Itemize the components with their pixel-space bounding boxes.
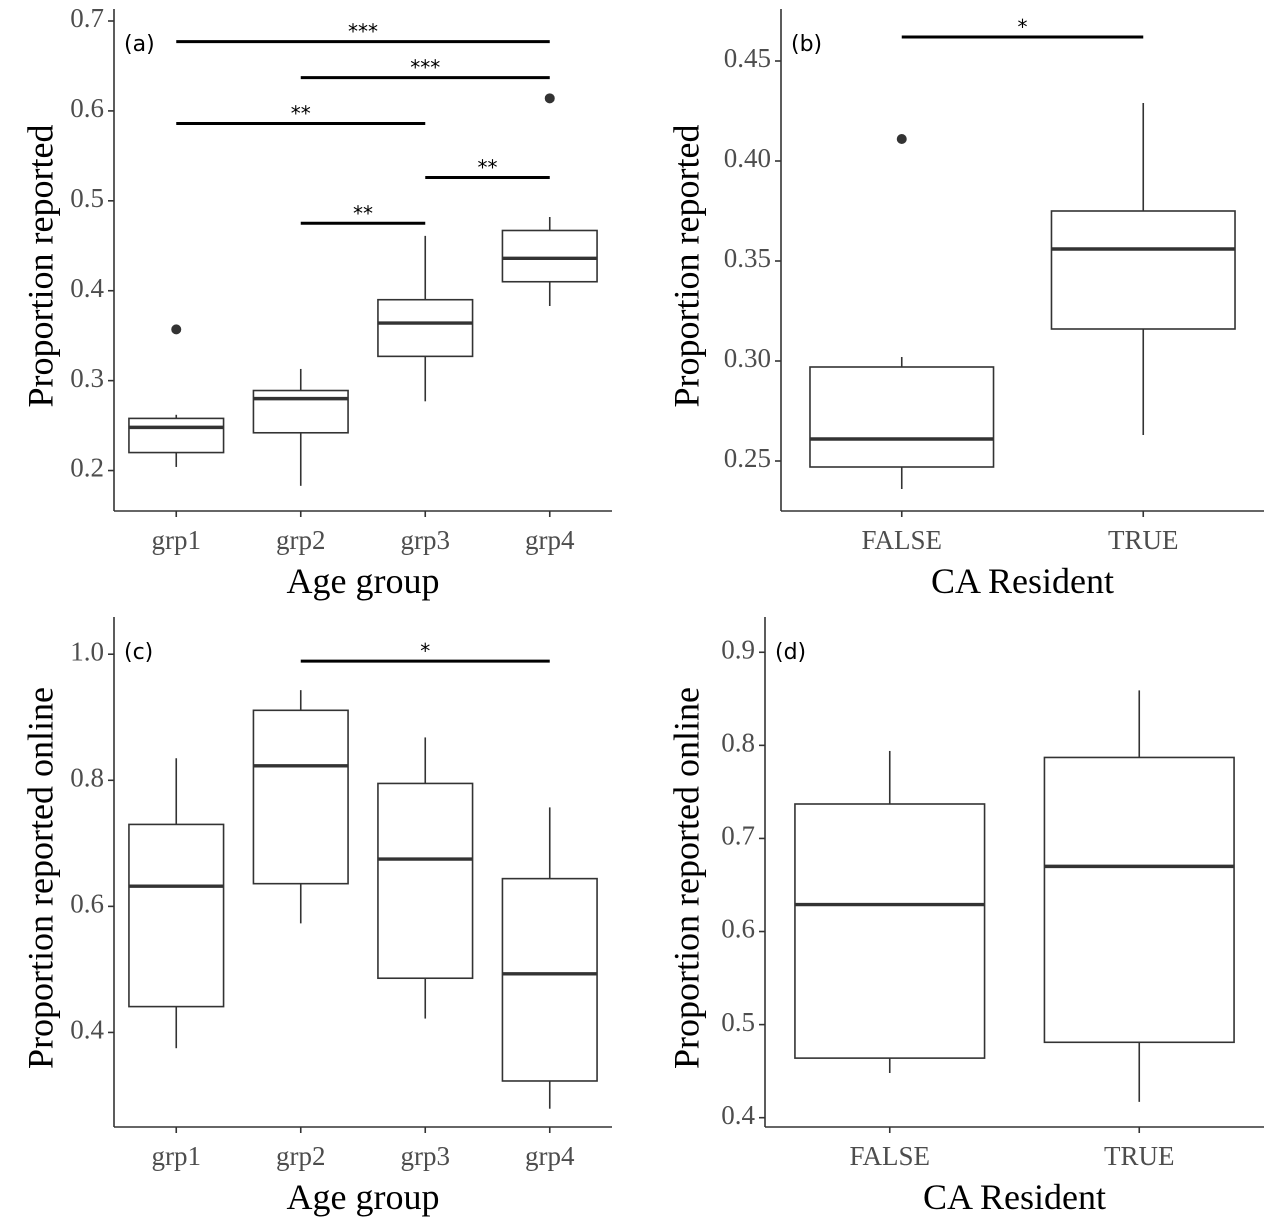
y-axis-title: Proportion reported xyxy=(666,125,706,408)
y-tick-label: 0.6 xyxy=(721,914,755,944)
x-tick-label: grp3 xyxy=(401,525,451,555)
y-tick-label: 0.4 xyxy=(70,273,104,303)
outlier-point xyxy=(544,93,555,104)
panel-d: 0.4 0.5 0.6 0.7 0.8 0.9 FALSE TRUE CA Resident Pr… xyxy=(666,617,1264,1217)
x-tick-label: grp1 xyxy=(152,1141,202,1171)
y-tick-label: 0.4 xyxy=(70,1015,104,1045)
x-tick-label: grp4 xyxy=(525,525,575,555)
x-tick-label: grp4 xyxy=(525,1141,575,1171)
box-grp2 xyxy=(252,709,349,885)
x-axis-title: Age group xyxy=(287,1177,440,1217)
significance-label: ** xyxy=(478,155,498,179)
y-axis-title: Proportion reported xyxy=(20,125,60,408)
box-FALSE xyxy=(809,366,995,468)
y-tick-label: 0.35 xyxy=(724,243,771,273)
panel-c: 0.4 0.6 0.8 1.0 grp1 grp2 grp3 grp4 Age group Pro… xyxy=(20,617,612,1217)
x-axis-title: CA Resident xyxy=(931,561,1114,601)
panel-a: 0.2 0.3 0.4 0.5 0.6 0.7 grp1 grp2 grp3 grp4 Age gr… xyxy=(20,3,612,601)
x-tick-label: TRUE xyxy=(1104,1141,1175,1171)
x-tick-label: TRUE xyxy=(1108,525,1179,555)
x-tick-label: grp3 xyxy=(401,1141,451,1171)
significance-label: *** xyxy=(410,56,440,80)
outlier-point xyxy=(896,134,907,144)
panel-label: (a) xyxy=(124,32,155,57)
box-grp2 xyxy=(252,389,349,434)
significance-label: ** xyxy=(353,201,373,225)
y-tick-label: 0.8 xyxy=(70,762,104,792)
y-tick-label: 0.25 xyxy=(724,443,771,473)
outlier-point xyxy=(171,324,182,335)
x-tick-label: FALSE xyxy=(849,1141,930,1171)
y-tick-label: 0.5 xyxy=(70,183,104,213)
y-tick-label: 1.0 xyxy=(70,636,104,666)
panel-b: 0.25 0.30 0.35 0.40 0.45 FALSE TRUE CA Resident… xyxy=(666,9,1264,601)
box-grp3 xyxy=(377,298,474,358)
x-tick-label: FALSE xyxy=(861,525,942,555)
significance-label: * xyxy=(420,639,430,663)
y-tick-label: 0.2 xyxy=(70,453,104,483)
x-tick-label: grp2 xyxy=(276,1141,326,1171)
y-tick-label: 0.40 xyxy=(724,143,771,173)
box-TRUE xyxy=(1050,210,1236,330)
box-grp3 xyxy=(377,782,474,980)
y-tick-label: 0.4 xyxy=(721,1100,755,1130)
y-tick-label: 0.9 xyxy=(721,634,755,664)
x-tick-label: grp1 xyxy=(152,525,202,555)
y-tick-label: 0.7 xyxy=(721,821,755,851)
y-tick-label: 0.45 xyxy=(724,43,771,73)
significance-label: ** xyxy=(291,101,311,125)
panel-label: (b) xyxy=(791,32,822,57)
box-grp4 xyxy=(501,229,598,283)
x-axis-title: Age group xyxy=(287,561,440,601)
box-grp1 xyxy=(128,823,225,1008)
y-tick-label: 0.7 xyxy=(70,3,104,33)
panel-label: (d) xyxy=(775,640,806,665)
panel-label: (c) xyxy=(124,640,153,665)
x-tick-label: grp2 xyxy=(276,525,326,555)
x-axis-title: CA Resident xyxy=(923,1177,1106,1217)
y-axis-title: Proportion reported online xyxy=(20,687,60,1069)
y-tick-label: 0.6 xyxy=(70,93,104,123)
box-FALSE xyxy=(794,803,986,1059)
significance-label: * xyxy=(1018,15,1028,39)
significance-label: *** xyxy=(348,20,378,44)
y-tick-label: 0.30 xyxy=(724,343,771,373)
y-axis-title: Proportion reported online xyxy=(666,687,706,1069)
y-tick-label: 0.3 xyxy=(70,363,104,393)
box-TRUE xyxy=(1043,756,1235,1044)
y-tick-label: 0.8 xyxy=(721,728,755,758)
box-grp4 xyxy=(501,877,598,1082)
y-tick-label: 0.6 xyxy=(70,889,104,919)
box-grp1 xyxy=(128,417,225,454)
y-tick-label: 0.5 xyxy=(721,1007,755,1037)
